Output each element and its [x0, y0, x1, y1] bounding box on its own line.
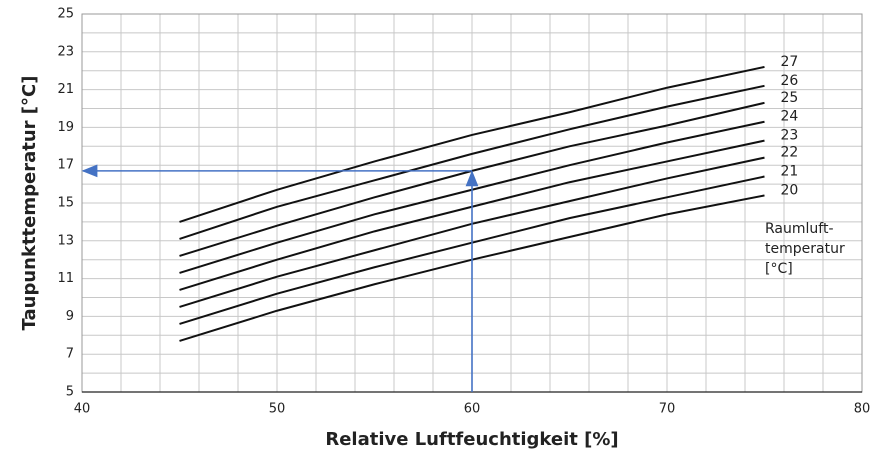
y-tick-label: 25 — [57, 7, 74, 22]
y-tick-label: 9 — [66, 309, 74, 324]
series-label: 21 — [781, 164, 799, 180]
y-tick-label: 23 — [57, 44, 74, 59]
y-tick-label: 19 — [57, 120, 74, 135]
annotation: temperatur — [765, 241, 845, 257]
series-line — [179, 84, 765, 240]
x-tick-label: 70 — [659, 402, 676, 417]
series-label: 22 — [781, 145, 799, 161]
series-label: 25 — [781, 90, 799, 106]
y-tick-label: 21 — [57, 82, 74, 97]
y-tick-label: 5 — [66, 385, 74, 400]
x-tick-label: 80 — [854, 402, 871, 417]
x-axis-label: Relative Luftfeuchtigkeit [%] — [325, 429, 618, 450]
y-tick-label: 15 — [57, 196, 74, 211]
series-label: 26 — [781, 73, 799, 89]
y-tick-label: 13 — [57, 233, 74, 248]
annotation: [°C] — [765, 261, 793, 277]
y-tick-label: 11 — [57, 271, 74, 286]
y-axis-label: Taupunkttemperatur [°C] — [19, 76, 40, 331]
x-tick-label: 60 — [464, 402, 481, 417]
x-tick-label: 50 — [269, 402, 286, 417]
series-label: 23 — [781, 128, 799, 144]
series-label: 27 — [781, 54, 799, 70]
series-line — [179, 65, 765, 223]
y-tick-label: 17 — [57, 158, 74, 173]
annotation: Raumluft- — [765, 221, 834, 237]
series-label: 24 — [781, 109, 799, 125]
y-tick-label: 7 — [66, 347, 74, 362]
x-tick-label: 40 — [74, 402, 91, 417]
series-label: 20 — [781, 182, 799, 198]
